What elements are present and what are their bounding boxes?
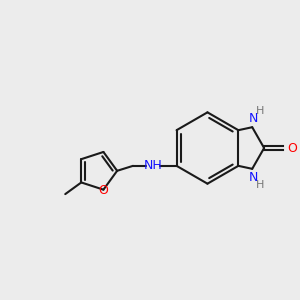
Text: NH: NH <box>143 159 162 172</box>
Text: H: H <box>256 106 264 116</box>
Text: N: N <box>248 112 258 125</box>
Text: O: O <box>98 184 108 197</box>
Text: O: O <box>287 142 297 154</box>
Text: H: H <box>256 180 264 190</box>
Text: N: N <box>248 171 258 184</box>
